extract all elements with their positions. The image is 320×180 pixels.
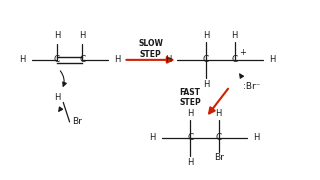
Text: H: H xyxy=(79,31,85,40)
Text: +: + xyxy=(239,48,246,57)
Text: C: C xyxy=(216,133,222,142)
Text: H: H xyxy=(54,31,60,40)
Text: FAST: FAST xyxy=(180,88,201,97)
Text: C: C xyxy=(54,55,60,64)
Text: H: H xyxy=(269,55,276,64)
Text: C: C xyxy=(187,133,193,142)
Text: Br: Br xyxy=(214,153,224,162)
Text: H: H xyxy=(187,158,193,167)
Text: H: H xyxy=(203,80,209,89)
Text: :Br⁻: :Br⁻ xyxy=(243,82,261,91)
Text: H: H xyxy=(215,109,222,118)
Text: STEP: STEP xyxy=(140,50,161,59)
Text: C: C xyxy=(231,55,238,64)
Text: H: H xyxy=(203,31,209,40)
Text: C: C xyxy=(79,55,85,64)
Text: H: H xyxy=(165,55,171,64)
Text: H: H xyxy=(19,55,25,64)
Text: STEP: STEP xyxy=(179,98,201,107)
Text: Br: Br xyxy=(73,117,83,126)
Text: H: H xyxy=(253,133,260,142)
Text: SLOW: SLOW xyxy=(138,39,163,48)
Text: H: H xyxy=(54,93,60,102)
Text: C: C xyxy=(203,55,209,64)
Text: H: H xyxy=(231,31,238,40)
Text: H: H xyxy=(114,55,120,64)
Text: H: H xyxy=(149,133,155,142)
Text: H: H xyxy=(187,109,193,118)
